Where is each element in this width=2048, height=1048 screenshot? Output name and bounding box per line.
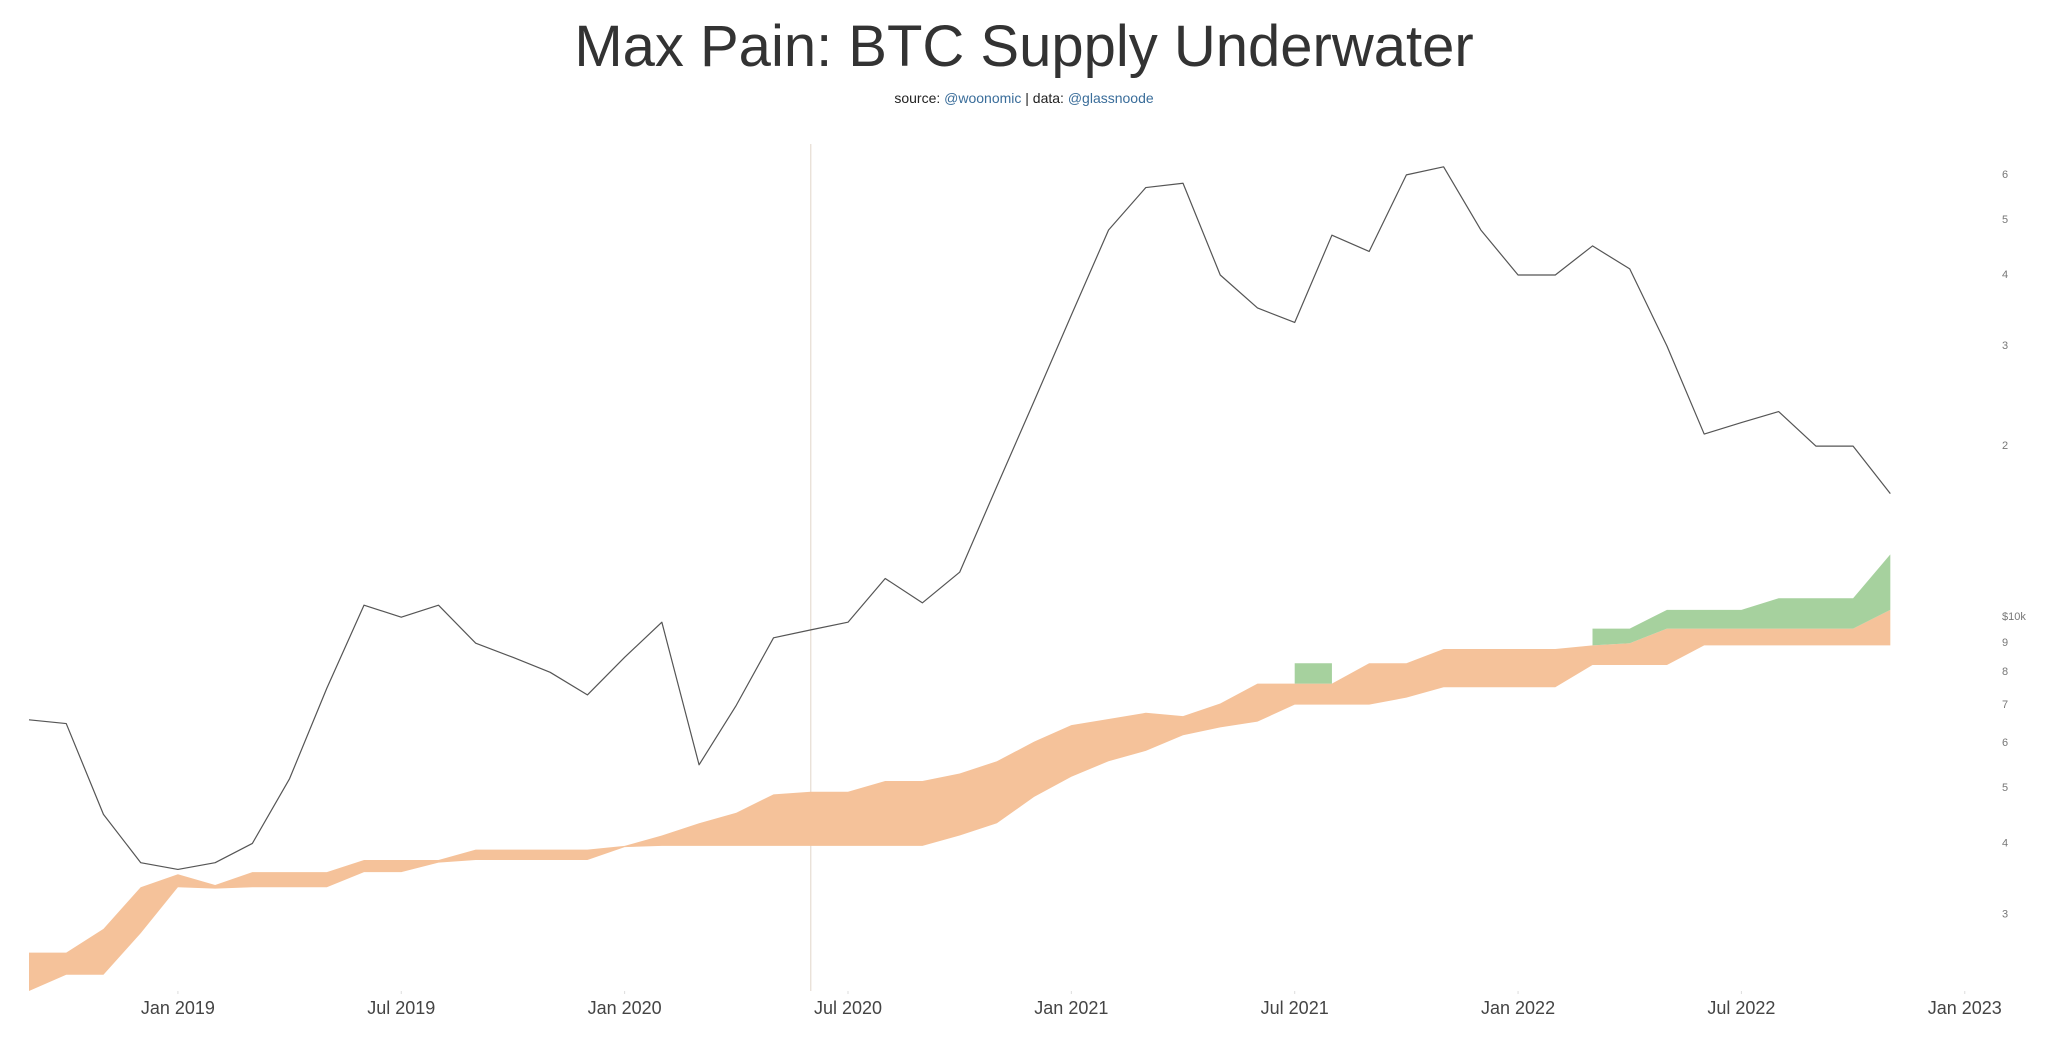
y-tick-label: 5: [2002, 782, 2008, 794]
x-tick-label: Jul 2020: [814, 998, 882, 1018]
y-tick-label: 9: [2002, 637, 2008, 649]
y-tick-label: 3: [2002, 908, 2008, 920]
subtitle-text: | data:: [1025, 90, 1064, 106]
x-tick-label: Jan 2021: [1034, 998, 1108, 1018]
price-line: [28, 166, 1891, 871]
subtitle-link[interactable]: @woonomic: [944, 90, 1021, 106]
band-area: [29, 609, 1891, 991]
subtitle-link[interactable]: @glassnoode: [1068, 90, 1154, 106]
x-tick-label: Jul 2021: [1261, 998, 1329, 1018]
x-tick-label: Jul 2019: [367, 998, 435, 1018]
x-tick-label: Jan 2022: [1481, 998, 1555, 1018]
y-tick-label: $10k: [2002, 611, 2026, 623]
y-tick-label: 4: [2002, 837, 2008, 849]
chart-title: Max Pain: BTC Supply Underwater: [574, 14, 1473, 79]
chart-subtitle: source: @woonomic | data: @glassnoode: [894, 90, 1154, 106]
y-tick-label: 2: [2002, 440, 2008, 452]
y-tick-label: 6: [2002, 737, 2008, 749]
x-tick-label: Jul 2022: [1707, 998, 1775, 1018]
y-tick-label: 7: [2002, 699, 2008, 711]
x-tick-label: Jan 2023: [1928, 998, 2002, 1018]
y-tick-label: 3: [2002, 340, 2008, 352]
y-tick-label: 6: [2002, 169, 2008, 181]
y-tick-label: 4: [2002, 269, 2008, 281]
y-tick-label: 5: [2002, 214, 2008, 226]
x-tick-label: Jan 2019: [141, 998, 215, 1018]
y-tick-label: 8: [2002, 666, 2008, 678]
subtitle-text: source:: [894, 90, 940, 106]
x-tick-label: Jan 2020: [588, 998, 662, 1018]
band-area: [1294, 554, 1891, 684]
